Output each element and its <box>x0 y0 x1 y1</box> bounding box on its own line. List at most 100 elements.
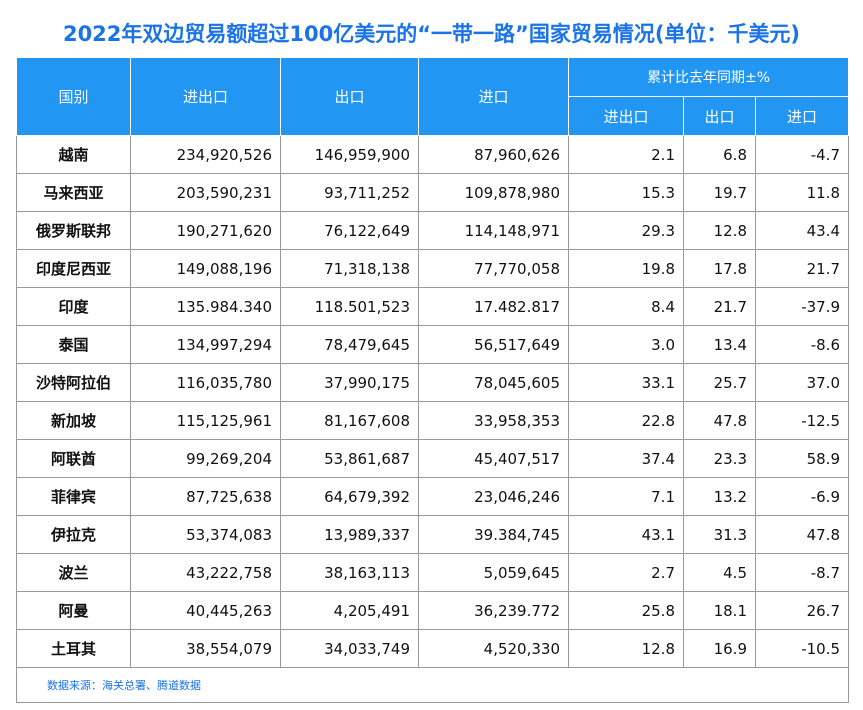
country-cell: 沙特阿拉伯 <box>16 363 131 402</box>
value-cell: 39.384,745 <box>418 515 569 554</box>
value-cell: 77,770,058 <box>418 249 569 288</box>
value-cell: 47.8 <box>755 515 849 554</box>
country-cell: 泰国 <box>16 325 131 364</box>
header-cell: 进口 <box>418 57 569 136</box>
value-cell: 31.3 <box>683 515 756 554</box>
value-cell: 16.9 <box>683 629 756 668</box>
value-cell: 37.4 <box>568 439 684 478</box>
value-cell: 43,222,758 <box>130 553 281 592</box>
value-cell: 6.8 <box>683 135 756 174</box>
value-cell: 190,271,620 <box>130 211 281 250</box>
value-cell: 115,125,961 <box>130 401 281 440</box>
table-row: 伊拉克 53,374,083 13,989,337 39.384,745 43.1 31.… <box>16 515 849 554</box>
country-cell: 马来西亚 <box>16 173 131 212</box>
country-cell: 土耳其 <box>16 629 131 668</box>
country-cell: 新加坡 <box>16 401 131 440</box>
value-cell: 43.4 <box>755 211 849 250</box>
value-cell: 93,711,252 <box>280 173 419 212</box>
value-cell: 135.984.340 <box>130 287 281 326</box>
group-header: 累计比去年同期±% <box>568 57 849 97</box>
table-row: 马来西亚 203,590,231 93,711,252 109,878,980 15.3… <box>16 173 849 212</box>
table-row: 俄罗斯联邦 190,271,620 76,122,649 114,148,971 29.… <box>16 211 849 250</box>
table-row: 印度尼西亚 149,088,196 71,318,138 77,770,058 19.8… <box>16 249 849 288</box>
value-cell: 3.0 <box>568 325 684 364</box>
value-cell: 203,590,231 <box>130 173 281 212</box>
value-cell: 4,520,330 <box>418 629 569 668</box>
header-cell: 进出口 <box>130 57 281 136</box>
country-cell: 阿联酋 <box>16 439 131 478</box>
value-cell: 34,033,749 <box>280 629 419 668</box>
value-cell: 13.2 <box>683 477 756 516</box>
sub-header-cell: 进口 <box>755 96 849 136</box>
value-cell: 114,148,971 <box>418 211 569 250</box>
value-cell: 47.8 <box>683 401 756 440</box>
value-cell: 78,045,605 <box>418 363 569 402</box>
value-cell: -6.9 <box>755 477 849 516</box>
value-cell: -12.5 <box>755 401 849 440</box>
value-cell: 109,878,980 <box>418 173 569 212</box>
value-cell: 33,958,353 <box>418 401 569 440</box>
value-cell: 5,059,645 <box>418 553 569 592</box>
value-cell: 81,167,608 <box>280 401 419 440</box>
value-cell: 17.8 <box>683 249 756 288</box>
header-cell: 出口 <box>280 57 419 136</box>
value-cell: 25.7 <box>683 363 756 402</box>
value-cell: 2.7 <box>568 553 684 592</box>
table-row: 沙特阿拉伯 116,035,780 37,990,175 78,045,605 33.1… <box>16 363 849 402</box>
value-cell: 7.1 <box>568 477 684 516</box>
table-row: 阿联酋 99,269,204 53,861,687 45,407,517 37.4 23.… <box>16 439 849 478</box>
value-cell: 13,989,337 <box>280 515 419 554</box>
value-cell: 37,990,175 <box>280 363 419 402</box>
value-cell: 2.1 <box>568 135 684 174</box>
value-cell: 149,088,196 <box>130 249 281 288</box>
value-cell: 36,239.772 <box>418 591 569 630</box>
country-cell: 俄罗斯联邦 <box>16 211 131 250</box>
value-cell: 116,035,780 <box>130 363 281 402</box>
value-cell: 29.3 <box>568 211 684 250</box>
table-row: 新加坡 115,125,961 81,167,608 33,958,353 22.8 47… <box>16 401 849 440</box>
value-cell: 8.4 <box>568 287 684 326</box>
value-cell: 21.7 <box>755 249 849 288</box>
value-cell: -4.7 <box>755 135 849 174</box>
value-cell: 76,122,649 <box>280 211 419 250</box>
value-cell: 87,725,638 <box>130 477 281 516</box>
value-cell: 38,554,079 <box>130 629 281 668</box>
value-cell: 53,374,083 <box>130 515 281 554</box>
value-cell: 71,318,138 <box>280 249 419 288</box>
value-cell: 12.8 <box>683 211 756 250</box>
value-cell: 64,679,392 <box>280 477 419 516</box>
value-cell: 146,959,900 <box>280 135 419 174</box>
value-cell: 56,517,649 <box>418 325 569 364</box>
table-body: 越南 234,920,526 146,959,900 87,960,626 2.1 6.8… <box>16 135 849 668</box>
value-cell: 26.7 <box>755 591 849 630</box>
table-row: 土耳其 38,554,079 34,033,749 4,520,330 12.8 16.9… <box>16 629 849 668</box>
value-cell: 25.8 <box>568 591 684 630</box>
value-cell: 53,861,687 <box>280 439 419 478</box>
country-cell: 菲律宾 <box>16 477 131 516</box>
country-cell: 印度尼西亚 <box>16 249 131 288</box>
value-cell: 23,046,246 <box>418 477 569 516</box>
source: 数据来源：海关总署、腾道数据 <box>16 667 849 703</box>
title: 2022年双边贸易额超过100亿美元的“一带一路”国家贸易情况(单位：千美元) <box>62 22 801 46</box>
table-row: 波兰 43,222,758 38,163,113 5,059,645 2.7 4.5 -8.… <box>16 553 849 592</box>
table-row: 泰国 134,997,294 78,479,645 56,517,649 3.0 13.4… <box>16 325 849 364</box>
header-cell: 国别 <box>16 57 131 136</box>
country-cell: 伊拉克 <box>16 515 131 554</box>
value-cell: -10.5 <box>755 629 849 668</box>
value-cell: 4,205,491 <box>280 591 419 630</box>
table-row: 越南 234,920,526 146,959,900 87,960,626 2.1 6.8… <box>16 135 849 174</box>
country-cell: 阿曼 <box>16 591 131 630</box>
table-row: 印度 135.984.340 118.501,523 17.482.817 8.4 21.… <box>16 287 849 326</box>
table-row: 菲律宾 87,725,638 64,679,392 23,046,246 7.1 13.2… <box>16 477 849 516</box>
value-cell: 37.0 <box>755 363 849 402</box>
value-cell: 33.1 <box>568 363 684 402</box>
value-cell: 21.7 <box>683 287 756 326</box>
value-cell: 99,269,204 <box>130 439 281 478</box>
country-cell: 印度 <box>16 287 131 326</box>
table-row: 阿曼 40,445,263 4,205,491 36,239.772 25.8 18.1 2… <box>16 591 849 630</box>
value-cell: 12.8 <box>568 629 684 668</box>
value-cell: -8.6 <box>755 325 849 364</box>
value-cell: 19.8 <box>568 249 684 288</box>
value-cell: 87,960,626 <box>418 135 569 174</box>
value-cell: 19.7 <box>683 173 756 212</box>
